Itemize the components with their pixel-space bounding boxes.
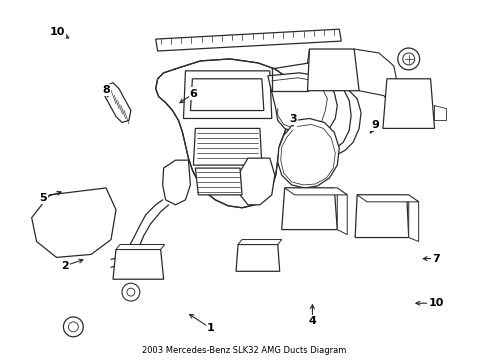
Circle shape (122, 283, 140, 301)
Text: 3: 3 (288, 114, 296, 124)
Circle shape (127, 288, 135, 296)
Polygon shape (113, 249, 163, 279)
Polygon shape (281, 188, 337, 230)
Polygon shape (155, 29, 341, 51)
Polygon shape (337, 188, 346, 235)
Text: 9: 9 (371, 120, 379, 130)
Polygon shape (155, 59, 291, 208)
Text: 10: 10 (427, 298, 443, 308)
Text: 6: 6 (189, 89, 197, 99)
Polygon shape (193, 129, 262, 165)
Text: 2: 2 (61, 261, 69, 271)
Polygon shape (32, 188, 116, 257)
Polygon shape (236, 244, 279, 271)
Polygon shape (195, 168, 242, 195)
Polygon shape (307, 49, 358, 91)
Circle shape (397, 48, 419, 70)
Polygon shape (163, 160, 190, 205)
Text: 5: 5 (39, 193, 47, 203)
Circle shape (402, 53, 414, 65)
Circle shape (68, 322, 78, 332)
Polygon shape (267, 73, 337, 134)
Polygon shape (238, 239, 281, 244)
Polygon shape (104, 83, 131, 122)
Polygon shape (116, 244, 164, 249)
Text: 8: 8 (102, 85, 110, 95)
Polygon shape (408, 195, 418, 242)
Polygon shape (238, 158, 274, 205)
Polygon shape (356, 195, 418, 202)
Text: 10: 10 (50, 27, 65, 37)
Polygon shape (183, 71, 271, 118)
Polygon shape (277, 118, 339, 188)
Text: 4: 4 (308, 316, 316, 326)
Polygon shape (354, 195, 408, 238)
Text: 2003 Mercedes-Benz SLK32 AMG Ducts Diagram: 2003 Mercedes-Benz SLK32 AMG Ducts Diagr… (142, 346, 346, 355)
Polygon shape (382, 79, 434, 129)
Circle shape (63, 317, 83, 337)
Text: 7: 7 (431, 253, 439, 264)
Polygon shape (284, 188, 346, 195)
Polygon shape (190, 79, 264, 111)
Text: 1: 1 (206, 323, 214, 333)
Circle shape (223, 143, 233, 153)
